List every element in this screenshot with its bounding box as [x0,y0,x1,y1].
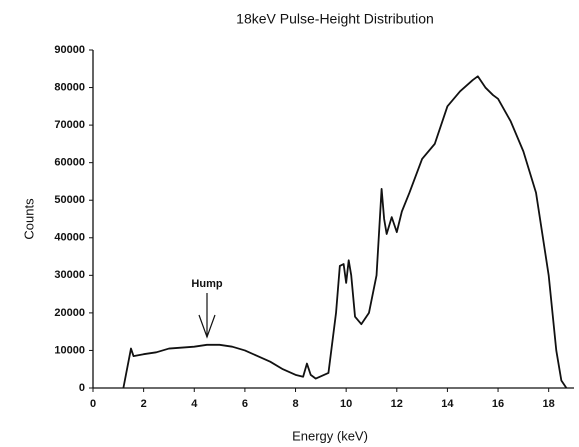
y-tick-label: 60000 [54,157,85,169]
y-tick-label: 70000 [54,119,85,131]
x-tick-label: 18 [543,398,555,410]
data-line [122,75,568,389]
y-tick-label: 0 [79,382,85,394]
y-axis-label: Counts [21,198,36,240]
x-tick-label: 16 [492,398,504,410]
y-tick-label: 20000 [54,307,85,319]
y-tick-label: 40000 [54,232,85,244]
x-axis-label: Energy (keV) [292,428,368,443]
x-tick-label: 14 [441,398,454,410]
x-tick-label: 2 [141,398,147,410]
annotation: Hump [191,278,222,290]
chart-title: 18keV Pulse-Height Distribution [236,11,434,27]
x-tick-label: 12 [391,398,403,410]
x-tick-label: 10 [340,398,352,410]
y-tick-label: 90000 [54,44,85,56]
x-tick-label: 0 [90,398,96,410]
x-tick-label: 6 [242,398,248,410]
y-tick-label: 30000 [54,269,85,281]
x-tick-label: 8 [292,398,298,410]
y-tick-label: 10000 [54,344,85,356]
y-tick-label: 50000 [54,194,85,206]
annotation-arrow [198,293,216,339]
y-tick-label: 80000 [54,81,85,93]
x-tick-label: 4 [191,398,198,410]
